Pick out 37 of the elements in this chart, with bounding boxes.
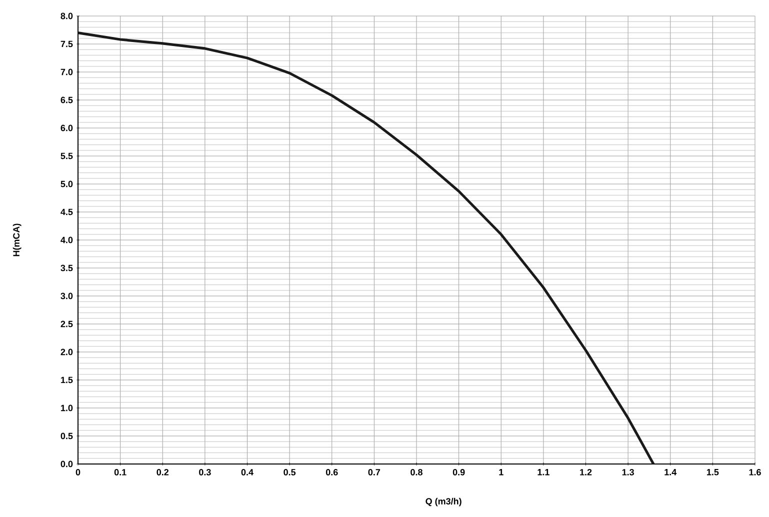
y-tick-label: 2.0: [60, 348, 73, 356]
x-tick-label: 1.1: [538, 469, 550, 476]
x-tick-label: 0.8: [410, 469, 422, 476]
x-tick-label: 1.4: [664, 469, 677, 476]
x-tick-label: 1.3: [622, 469, 634, 476]
y-tick-label: 1.0: [61, 404, 73, 412]
y-tick-label: 7.0: [60, 68, 73, 76]
y-tick-label: 3.0: [60, 292, 73, 300]
x-axis-title: Q (m3/h): [426, 498, 462, 506]
y-tick-label: 4.0: [60, 236, 73, 244]
x-tick-label: 1: [499, 469, 504, 476]
line-series: [76, 31, 655, 466]
x-tick-label: 0.3: [199, 469, 211, 476]
x-tick-label: 0.7: [368, 469, 380, 476]
x-tick-label: 0.2: [156, 469, 169, 476]
y-tick-label: 3.5: [60, 264, 73, 272]
x-tick-label: 0.9: [452, 469, 465, 476]
x-tick-label: 0: [76, 469, 80, 476]
x-tick-label: 0.4: [241, 469, 254, 476]
y-tick-label: 6.5: [60, 96, 73, 104]
y-tick-label: 8.0: [60, 12, 73, 20]
x-tick-label: 0.1: [114, 469, 126, 476]
x-tick-label: 1.5: [706, 469, 719, 476]
x-tick-label: 0.6: [326, 469, 338, 476]
y-tick-label: 4.5: [60, 208, 73, 216]
y-tick-label: 1.5: [61, 376, 73, 384]
x-tick-label: 1.6: [749, 469, 761, 476]
y-tick-label: 0.0: [60, 460, 73, 468]
y-tick-label: 5.0: [60, 180, 73, 188]
y-tick-label: 7.5: [60, 40, 73, 48]
x-tick-label: 1.2: [580, 469, 592, 476]
y-tick-label: 0.5: [60, 432, 73, 440]
y-tick-label: 6.0: [60, 124, 73, 132]
x-tick-label: 0.5: [284, 469, 296, 476]
y-axis-title: H(mCA): [12, 224, 22, 256]
y-tick-label: 5.5: [60, 152, 73, 160]
y-tick-label: 2.5: [60, 320, 73, 328]
